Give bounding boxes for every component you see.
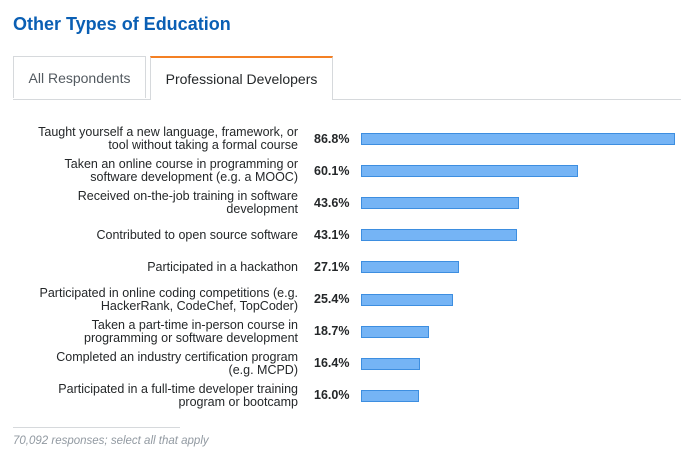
bar-value-label: 86.8% [314,131,350,146]
bar-label-line: Participated in a hackathon [147,259,298,274]
bar-value-label: 16.4% [314,356,350,371]
tab-all-respondents[interactable]: All Respondents [13,56,146,98]
bar-label-line: (e.g. MCPD) [228,362,298,377]
bar-label-line: development [226,202,298,217]
bar-value-label: 27.1% [314,259,350,274]
bar-label: Taught yourself a new language, framewor… [8,126,298,152]
bar-label-line: Contributed to open source software [96,227,298,242]
bar-value-label: 43.6% [314,195,350,210]
bar-label-line: Received on-the-job training in software [77,189,298,204]
bar-label-line: tool without taking a formal course [108,138,298,152]
bar-value-label: 60.1% [314,163,350,178]
respondent-tabs: All Respondents Professional Developers [13,56,681,100]
bar-value-label: 16.0% [314,388,350,403]
bar-label-line: Taught yourself a new language, framewor… [38,125,298,139]
bar-label: Participated in a hackathon [8,259,298,274]
education-bar-chart: Taught yourself a new language, framewor… [0,120,694,420]
bar-label-line: program or bootcamp [178,394,298,409]
responses-footnote: 70,092 responses; select all that apply [13,435,209,447]
bar-label: Received on-the-job training in software… [8,190,298,216]
bar-label-line: Participated in online coding competitio… [39,285,298,300]
bar-label-line: software development (e.g. a MOOC) [90,170,298,185]
bar-label-line: Participated in a full-time developer tr… [58,381,298,396]
section-title: Other Types of Education [13,14,231,34]
bar [361,229,517,242]
bar-label: Completed an industry certification prog… [8,349,298,377]
bar [361,389,419,402]
bar [361,133,675,145]
bar-value-label: 18.7% [314,324,350,339]
bar-value-label: 43.1% [314,227,350,242]
bar-label: Taken a part-time in-person course in pro… [8,317,298,345]
bar-value-label: 25.4% [314,292,350,306]
footnote-divider [13,427,180,428]
bar-label-line: Taken a part-time in-person course in [91,317,298,332]
bar-label-line: HackerRank, CodeChef, TopCoder) [100,298,298,313]
bar [361,261,460,274]
bar-label-line: Taken an online course in programming or [64,157,298,172]
bar [361,197,519,210]
bar-label: Participated in a full-time developer tr… [8,381,298,409]
bar-label: Contributed to open source software [8,227,298,242]
bar-label: Participated in online coding competitio… [8,285,298,313]
tab-professional-developers[interactable]: Professional Developers [150,56,333,100]
bar-label-line: programming or software development [84,330,298,345]
bar-label-line: Completed an industry certification prog… [56,349,298,364]
bar [361,165,579,178]
bar [361,325,429,338]
bar [361,293,453,306]
bar-label: Taken an online course in programming or… [8,158,298,184]
bar [361,357,421,370]
